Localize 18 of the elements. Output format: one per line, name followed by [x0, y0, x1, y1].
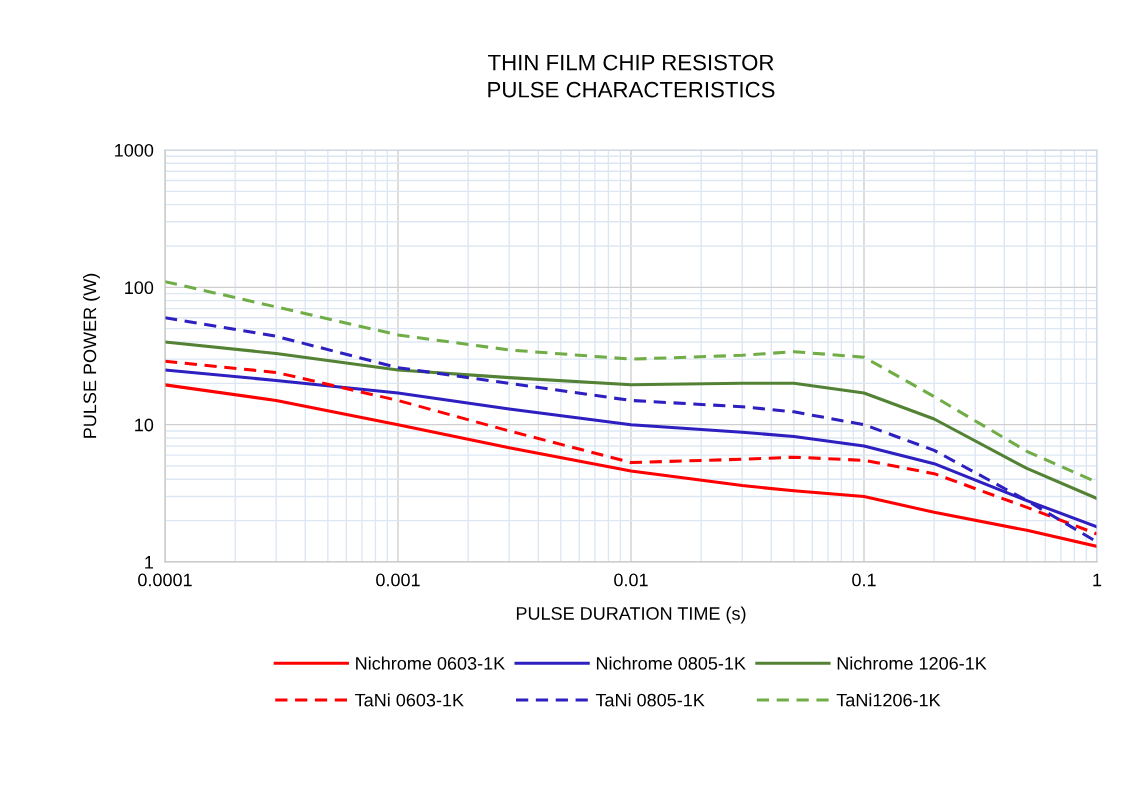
y-tick-label: 10 [135, 418, 154, 432]
x-tick-label: 0.1 [852, 573, 876, 587]
legend-label: TaNi 0603-1K [355, 693, 464, 707]
x-tick-label: 1 [1093, 573, 1102, 587]
y-tick-label: 1000 [115, 143, 154, 157]
legend-label: Nichrome 0805-1K [596, 656, 746, 670]
y-tick-label: 1 [145, 556, 154, 569]
legend-label: TaNi 0805-1K [595, 693, 705, 707]
legend-label: Nichrome 0603-1K [356, 656, 505, 670]
y-tick-label: 100 [125, 281, 154, 295]
x-tick-label: 0.001 [376, 573, 420, 587]
legend-label: Nichrome 1206-1K [837, 656, 987, 670]
x-axis-title: PULSE DURATION TIME (s) [516, 606, 746, 624]
chart-title: THIN FILM CHIP RESISTOR PULSE CHARACTERISTICS [488, 54, 775, 98]
legend-label: TaNi1206-1K [836, 693, 941, 707]
y-axis-title: PULSE POWER (W) [83, 273, 100, 438]
x-tick-label: 0.01 [614, 573, 648, 587]
x-tick-label: 0.0001 [138, 573, 192, 587]
